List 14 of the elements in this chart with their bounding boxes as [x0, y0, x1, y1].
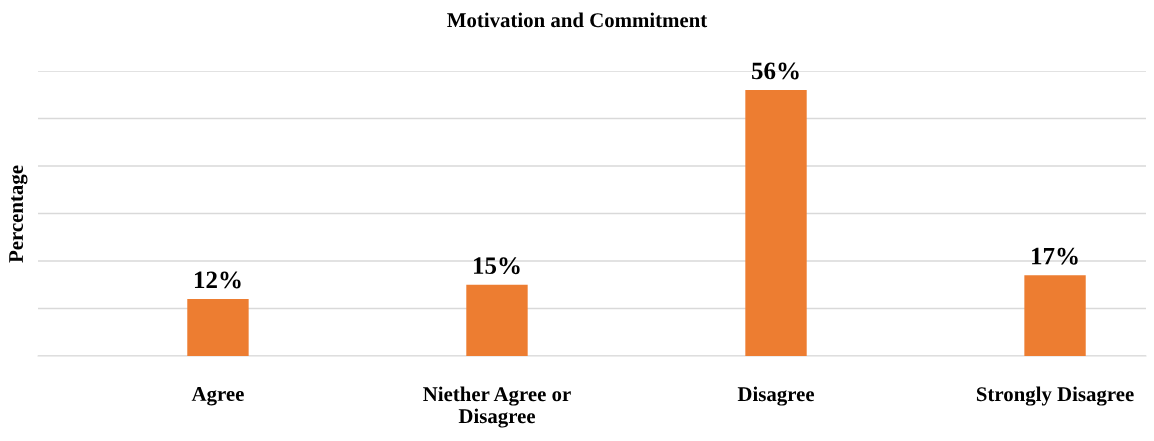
- data-label: 12%: [194, 271, 241, 289]
- x-tick-label: Niether Agree or Disagree: [423, 386, 571, 428]
- x-tick-label: Agree: [191, 387, 244, 406]
- data-label: 15%: [474, 257, 520, 275]
- bar: [466, 284, 528, 356]
- bar: [745, 90, 807, 356]
- chart-title: Motivation and Commitment: [447, 12, 708, 28]
- x-tick-label: Strongly Disagree: [976, 386, 1134, 406]
- data-label: 17%: [1032, 247, 1078, 265]
- y-axis-title: Percentage: [9, 165, 28, 263]
- data-label: 56%: [752, 62, 799, 80]
- x-tick-label: Disagree: [737, 386, 815, 406]
- bar: [187, 299, 249, 356]
- bar: [1024, 275, 1086, 356]
